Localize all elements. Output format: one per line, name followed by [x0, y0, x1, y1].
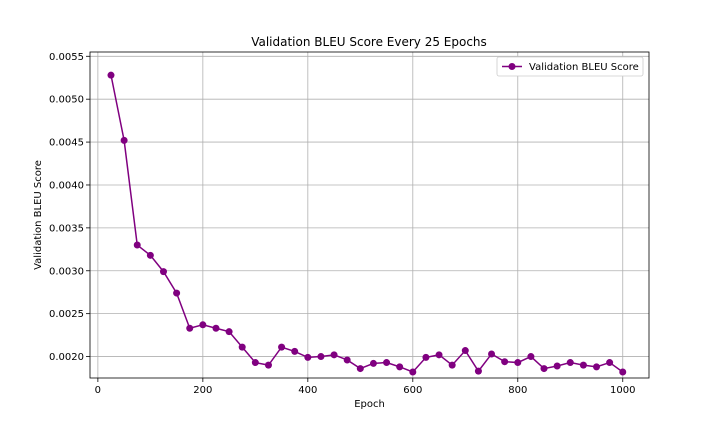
data-point	[383, 359, 391, 367]
data-point	[225, 328, 233, 336]
data-point	[330, 351, 338, 359]
data-point	[369, 359, 377, 367]
data-point	[435, 351, 443, 359]
data-point	[212, 324, 220, 332]
data-point	[356, 365, 364, 373]
data-point	[278, 343, 286, 351]
x-tick-label: 800	[508, 385, 527, 396]
y-tick-label: 0.0035	[49, 223, 84, 234]
data-point	[474, 367, 482, 375]
x-axis-label: Epoch	[354, 399, 385, 410]
data-point	[107, 71, 115, 79]
legend-label: Validation BLEU Score	[529, 62, 639, 73]
legend-box	[496, 56, 644, 77]
data-point	[527, 353, 535, 361]
data-point	[159, 268, 167, 276]
data-point	[593, 363, 601, 371]
x-tick-label: 400	[298, 385, 317, 396]
data-point	[291, 347, 299, 355]
data-point	[238, 343, 246, 351]
series-line	[110, 75, 624, 373]
y-tick-label: 0.0020	[49, 352, 84, 363]
y-axis-ticks: 0.0020 0.0025 0.0030 0.0035 0.0040 0.0045 0.00…	[49, 52, 90, 363]
data-point	[264, 361, 272, 369]
series-layer	[107, 71, 627, 376]
legend-marker	[508, 63, 516, 70]
data-point	[133, 241, 141, 249]
data-point	[409, 368, 417, 376]
data-point	[396, 363, 404, 371]
data-point	[488, 350, 496, 358]
data-point	[619, 368, 627, 376]
y-tick-label: 0.0045	[49, 138, 84, 149]
data-point	[317, 353, 325, 361]
data-point	[173, 289, 181, 297]
x-tick-label: 1000	[610, 385, 635, 396]
data-point	[566, 359, 574, 367]
data-point	[343, 356, 351, 364]
data-point	[501, 358, 509, 366]
x-tick-label: 600	[403, 385, 422, 396]
data-point	[186, 324, 194, 332]
data-point	[461, 347, 469, 355]
grid	[90, 52, 649, 378]
y-tick-label: 0.0025	[49, 309, 84, 320]
plot-frame	[89, 51, 650, 379]
x-axis-ticks: 0 200 400 600 800 1000	[95, 378, 635, 396]
data-point	[448, 361, 456, 369]
data-point	[304, 353, 312, 361]
data-point	[422, 353, 430, 361]
y-tick-label: 0.0050	[49, 95, 84, 106]
y-axis-label: Validation BLEU Score	[33, 160, 44, 270]
y-tick-label: 0.0055	[49, 52, 84, 63]
y-tick-label: 0.0040	[49, 180, 84, 191]
chart-title: Validation BLEU Score Every 25 Epochs	[251, 35, 487, 49]
data-point	[199, 321, 207, 329]
data-point	[251, 359, 259, 367]
data-point	[514, 359, 522, 367]
data-point	[120, 136, 128, 144]
data-point	[606, 359, 614, 367]
data-point	[553, 362, 561, 370]
data-point	[540, 365, 548, 373]
data-point	[579, 361, 587, 369]
x-tick-label: 200	[193, 385, 212, 396]
x-tick-label: 0	[95, 385, 101, 396]
legend: Validation BLEU Score	[496, 56, 644, 77]
data-point	[146, 251, 154, 259]
y-tick-label: 0.0030	[49, 266, 84, 277]
